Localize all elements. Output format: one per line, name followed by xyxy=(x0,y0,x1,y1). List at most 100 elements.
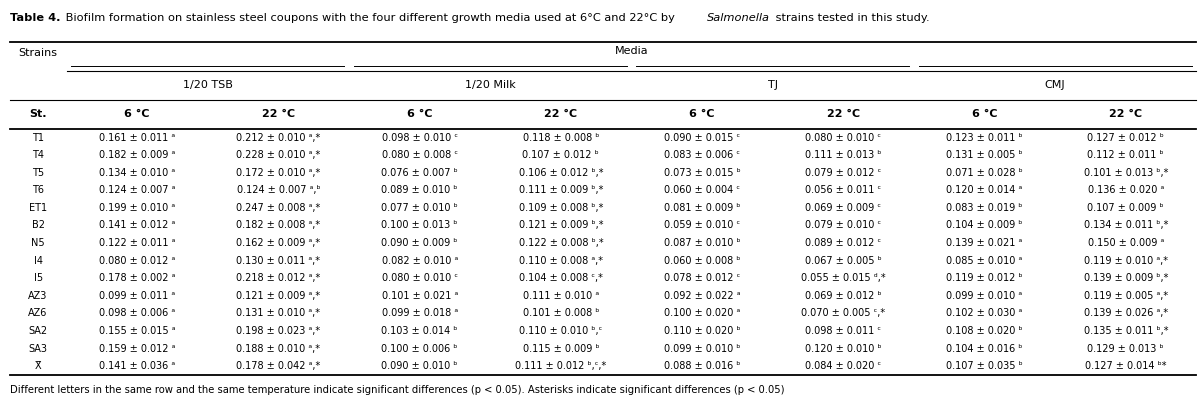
Text: T4: T4 xyxy=(32,150,44,160)
Text: 0.080 ± 0.012 ᵃ: 0.080 ± 0.012 ᵃ xyxy=(100,255,175,265)
Text: 0.159 ± 0.012 ᵃ: 0.159 ± 0.012 ᵃ xyxy=(98,344,175,354)
Text: 0.104 ± 0.016 ᵇ: 0.104 ± 0.016 ᵇ xyxy=(947,344,1022,354)
Text: 0.139 ± 0.026 ᵃ,*: 0.139 ± 0.026 ᵃ,* xyxy=(1084,308,1168,318)
Text: St.: St. xyxy=(29,109,47,119)
Text: 0.178 ± 0.042 ᵃ,*: 0.178 ± 0.042 ᵃ,* xyxy=(236,361,320,371)
Text: 0.080 ± 0.010 ᶜ: 0.080 ± 0.010 ᶜ xyxy=(382,273,457,283)
Text: 0.082 ± 0.010 ᵃ: 0.082 ± 0.010 ᵃ xyxy=(382,255,457,265)
Text: 0.121 ± 0.009 ᵇ,*: 0.121 ± 0.009 ᵇ,* xyxy=(518,221,604,231)
Text: 0.124 ± 0.007 ᵃ: 0.124 ± 0.007 ᵃ xyxy=(98,185,175,195)
Text: 0.098 ± 0.010 ᶜ: 0.098 ± 0.010 ᶜ xyxy=(382,132,457,142)
Text: 0.134 ± 0.011 ᵇ,*: 0.134 ± 0.011 ᵇ,* xyxy=(1084,221,1168,231)
Text: 0.122 ± 0.008 ᵇ,*: 0.122 ± 0.008 ᵇ,* xyxy=(518,238,604,248)
Text: 0.102 ± 0.030 ᵃ: 0.102 ± 0.030 ᵃ xyxy=(947,308,1022,318)
Text: 0.101 ± 0.013 ᵇ,*: 0.101 ± 0.013 ᵇ,* xyxy=(1084,168,1168,178)
Text: Strains: Strains xyxy=(18,48,58,57)
Text: SA3: SA3 xyxy=(29,344,48,354)
Text: 0.059 ± 0.010 ᶜ: 0.059 ± 0.010 ᶜ xyxy=(664,221,740,231)
Text: 0.055 ± 0.015 ᵈ,*: 0.055 ± 0.015 ᵈ,* xyxy=(802,273,886,283)
Text: 0.108 ± 0.020 ᵇ: 0.108 ± 0.020 ᵇ xyxy=(947,326,1022,336)
Text: 1/20 Milk: 1/20 Milk xyxy=(464,81,516,90)
Text: 0.111 ± 0.012 ᵇ,ᶜ,*: 0.111 ± 0.012 ᵇ,ᶜ,* xyxy=(515,361,606,371)
Text: 0.107 ± 0.035 ᵇ: 0.107 ± 0.035 ᵇ xyxy=(946,361,1022,371)
Text: 0.119 ± 0.012 ᵇ: 0.119 ± 0.012 ᵇ xyxy=(947,273,1022,283)
Text: 6 °C: 6 °C xyxy=(972,109,997,119)
Text: 0.098 ± 0.006 ᵃ: 0.098 ± 0.006 ᵃ xyxy=(100,308,175,318)
Text: 0.212 ± 0.010 ᵃ,*: 0.212 ± 0.010 ᵃ,* xyxy=(236,132,320,142)
Text: 0.182 ± 0.009 ᵃ: 0.182 ± 0.009 ᵃ xyxy=(100,150,175,160)
Text: 0.100 ± 0.020 ᵃ: 0.100 ± 0.020 ᵃ xyxy=(664,308,740,318)
Text: 0.218 ± 0.012 ᵃ,*: 0.218 ± 0.012 ᵃ,* xyxy=(236,273,320,283)
Text: 0.089 ± 0.012 ᶜ: 0.089 ± 0.012 ᶜ xyxy=(805,238,881,248)
Text: 0.178 ± 0.002 ᵃ: 0.178 ± 0.002 ᵃ xyxy=(98,273,175,283)
Text: 0.088 ± 0.016 ᵇ: 0.088 ± 0.016 ᵇ xyxy=(664,361,740,371)
Text: 0.141 ± 0.012 ᵃ: 0.141 ± 0.012 ᵃ xyxy=(100,221,175,231)
Text: 0.056 ± 0.011 ᶜ: 0.056 ± 0.011 ᶜ xyxy=(805,185,881,195)
Text: Different letters in the same row and the same temperature indicate significant : Different letters in the same row and th… xyxy=(10,385,784,395)
Text: 6 °C: 6 °C xyxy=(125,109,150,119)
Text: 0.129 ± 0.013 ᵇ: 0.129 ± 0.013 ᵇ xyxy=(1087,344,1164,354)
Text: 0.069 ± 0.012 ᵇ: 0.069 ± 0.012 ᵇ xyxy=(805,291,882,301)
Text: 0.122 ± 0.011 ᵃ: 0.122 ± 0.011 ᵃ xyxy=(98,238,175,248)
Text: 0.118 ± 0.008 ᵇ: 0.118 ± 0.008 ᵇ xyxy=(523,132,599,142)
Text: 0.067 ± 0.005 ᵇ: 0.067 ± 0.005 ᵇ xyxy=(805,255,882,265)
Text: 1/20 TSB: 1/20 TSB xyxy=(182,81,233,90)
Text: AZ6: AZ6 xyxy=(29,308,48,318)
Text: 0.090 ± 0.009 ᵇ: 0.090 ± 0.009 ᵇ xyxy=(382,238,458,248)
Text: 0.109 ± 0.008 ᵇ,*: 0.109 ± 0.008 ᵇ,* xyxy=(518,203,604,213)
Text: 0.127 ± 0.012 ᵇ: 0.127 ± 0.012 ᵇ xyxy=(1087,132,1164,142)
Text: AZ3: AZ3 xyxy=(29,291,48,301)
Text: Biofilm formation on stainless steel coupons with the four different growth medi: Biofilm formation on stainless steel cou… xyxy=(62,13,678,23)
Text: 0.111 ± 0.010 ᵃ: 0.111 ± 0.010 ᵃ xyxy=(523,291,599,301)
Text: 0.076 ± 0.007 ᵇ: 0.076 ± 0.007 ᵇ xyxy=(382,168,458,178)
Text: 0.130 ± 0.011 ᵃ,*: 0.130 ± 0.011 ᵃ,* xyxy=(236,255,320,265)
Text: 0.083 ± 0.006 ᶜ: 0.083 ± 0.006 ᶜ xyxy=(664,150,740,160)
Text: 0.135 ± 0.011 ᵇ,*: 0.135 ± 0.011 ᵇ,* xyxy=(1084,326,1168,336)
Text: 0.073 ± 0.015 ᵇ: 0.073 ± 0.015 ᵇ xyxy=(664,168,740,178)
Text: 0.110 ± 0.010 ᵇ,ᶜ: 0.110 ± 0.010 ᵇ,ᶜ xyxy=(520,326,602,336)
Text: 6 °C: 6 °C xyxy=(689,109,715,119)
Text: 0.119 ± 0.005 ᵃ,*: 0.119 ± 0.005 ᵃ,* xyxy=(1084,291,1168,301)
Text: 0.106 ± 0.012 ᵇ,*: 0.106 ± 0.012 ᵇ,* xyxy=(518,168,604,178)
Text: strains tested in this study.: strains tested in this study. xyxy=(773,13,930,23)
Text: 0.111 ± 0.013 ᵇ: 0.111 ± 0.013 ᵇ xyxy=(805,150,882,160)
Text: 0.111 ± 0.009 ᵇ,*: 0.111 ± 0.009 ᵇ,* xyxy=(518,185,604,195)
Text: 0.107 ± 0.012 ᵇ: 0.107 ± 0.012 ᵇ xyxy=(522,150,599,160)
Text: 0.198 ± 0.023 ᵃ,*: 0.198 ± 0.023 ᵃ,* xyxy=(236,326,320,336)
Text: TJ: TJ xyxy=(768,81,778,90)
Text: Table 4.: Table 4. xyxy=(10,13,60,23)
Text: 0.098 ± 0.011 ᶜ: 0.098 ± 0.011 ᶜ xyxy=(805,326,881,336)
Text: 0.078 ± 0.012 ᶜ: 0.078 ± 0.012 ᶜ xyxy=(664,273,740,283)
Text: 0.119 ± 0.010 ᵃ,*: 0.119 ± 0.010 ᵃ,* xyxy=(1084,255,1168,265)
Text: 0.155 ± 0.015 ᵃ: 0.155 ± 0.015 ᵃ xyxy=(98,326,175,336)
Text: 6 °C: 6 °C xyxy=(407,109,432,119)
Text: 0.085 ± 0.010 ᵃ: 0.085 ± 0.010 ᵃ xyxy=(947,255,1022,265)
Text: 0.141 ± 0.036 ᵃ: 0.141 ± 0.036 ᵃ xyxy=(100,361,175,371)
Text: 0.199 ± 0.010 ᵃ: 0.199 ± 0.010 ᵃ xyxy=(100,203,175,213)
Text: 22 °C: 22 °C xyxy=(262,109,295,119)
Text: 0.131 ± 0.005 ᵇ: 0.131 ± 0.005 ᵇ xyxy=(947,150,1022,160)
Text: 0.099 ± 0.018 ᵃ: 0.099 ± 0.018 ᵃ xyxy=(382,308,457,318)
Text: 0.103 ± 0.014 ᵇ: 0.103 ± 0.014 ᵇ xyxy=(382,326,458,336)
Text: 0.060 ± 0.004 ᶜ: 0.060 ± 0.004 ᶜ xyxy=(664,185,740,195)
Text: 0.081 ± 0.009 ᵇ: 0.081 ± 0.009 ᵇ xyxy=(664,203,740,213)
Text: 0.124 ± 0.007 ᵃ,ᵇ: 0.124 ± 0.007 ᵃ,ᵇ xyxy=(236,185,320,195)
Text: 0.228 ± 0.010 ᵃ,*: 0.228 ± 0.010 ᵃ,* xyxy=(236,150,320,160)
Text: 0.136 ± 0.020 ᵃ: 0.136 ± 0.020 ᵃ xyxy=(1087,185,1164,195)
Text: 0.079 ± 0.010 ᶜ: 0.079 ± 0.010 ᶜ xyxy=(805,221,881,231)
Text: 0.100 ± 0.006 ᵇ: 0.100 ± 0.006 ᵇ xyxy=(382,344,458,354)
Text: 0.080 ± 0.010 ᶜ: 0.080 ± 0.010 ᶜ xyxy=(805,132,881,142)
Text: 0.127 ± 0.014 ᵇ*: 0.127 ± 0.014 ᵇ* xyxy=(1085,361,1166,371)
Text: 0.112 ± 0.011 ᵇ: 0.112 ± 0.011 ᵇ xyxy=(1087,150,1164,160)
Text: 0.150 ± 0.009 ᵃ: 0.150 ± 0.009 ᵃ xyxy=(1087,238,1164,248)
Text: 0.104 ± 0.009 ᵇ: 0.104 ± 0.009 ᵇ xyxy=(947,221,1022,231)
Text: B2: B2 xyxy=(31,221,44,231)
Text: 0.161 ± 0.011 ᵃ: 0.161 ± 0.011 ᵃ xyxy=(100,132,175,142)
Text: 0.139 ± 0.009 ᵇ,*: 0.139 ± 0.009 ᵇ,* xyxy=(1084,273,1168,283)
Text: 0.089 ± 0.010 ᵇ: 0.089 ± 0.010 ᵇ xyxy=(382,185,458,195)
Text: 0.071 ± 0.028 ᵇ: 0.071 ± 0.028 ᵇ xyxy=(946,168,1022,178)
Text: 0.182 ± 0.008 ᵃ,*: 0.182 ± 0.008 ᵃ,* xyxy=(236,221,320,231)
Text: N5: N5 xyxy=(31,238,44,248)
Text: 0.090 ± 0.015 ᶜ: 0.090 ± 0.015 ᶜ xyxy=(664,132,740,142)
Text: 0.101 ± 0.021 ᵃ: 0.101 ± 0.021 ᵃ xyxy=(382,291,457,301)
